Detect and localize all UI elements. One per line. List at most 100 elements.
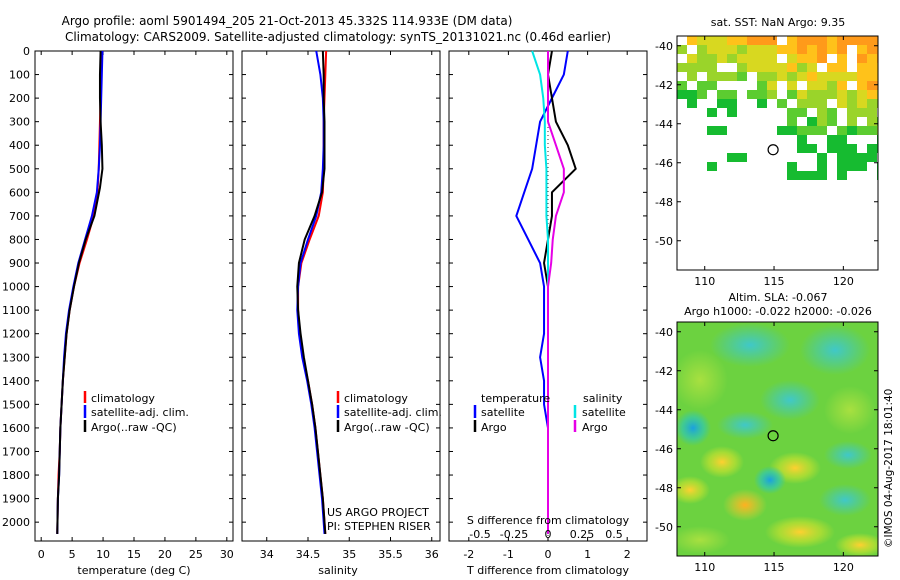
sst-cell [837, 171, 847, 180]
sla-blob [754, 466, 786, 494]
sst-cell [837, 72, 847, 81]
sst-cell [817, 45, 827, 54]
sst-cell [867, 117, 877, 126]
difference-series [515, 50, 577, 541]
sst-cell [707, 162, 717, 171]
sst-cell [737, 153, 747, 162]
temperature-xlabel: temperature (deg C) [77, 564, 190, 577]
sst-cell [717, 99, 727, 108]
salinity-legend: climatology satellite-adj. clim. Argo(..… [336, 391, 442, 434]
sst-cell [847, 144, 857, 153]
sst-cell [757, 54, 767, 63]
sst-cell [757, 36, 767, 45]
sla-blob [800, 325, 870, 375]
sst-cell [747, 45, 757, 54]
sst-cell [807, 117, 817, 126]
temperature-x-ticks: 0 5 10 15 20 25 30 [38, 51, 234, 561]
legend-label-climatology: climatology [91, 392, 155, 405]
sst-cell [857, 90, 867, 99]
salinity-plot-frame [241, 50, 441, 542]
legend-label-argo: Argo(..raw -QC) [344, 421, 430, 434]
sst-cell [717, 36, 727, 45]
credit-line1: US ARGO PROJECT [327, 506, 429, 519]
depth-axis-ticks: 0 100 200 300 400 500 600 700 800 900 1000 1100 1200… [2, 45, 647, 529]
sla-blob [710, 323, 790, 367]
x-tick-label: 34.5 [296, 548, 321, 561]
sst-cell [727, 36, 737, 45]
sst-cell [847, 117, 857, 126]
sst-cell [847, 153, 857, 162]
sst-cell [787, 36, 797, 45]
credit-line2: PI: STEPHEN RISER [327, 520, 431, 533]
sst-cells [677, 36, 878, 180]
sst-cell [827, 90, 837, 99]
sst-cell [687, 36, 697, 45]
sst-cell [707, 63, 717, 72]
sst-cell [697, 36, 707, 45]
sst-cell [707, 36, 717, 45]
sst-cell [817, 126, 827, 135]
legend-label-argo: Argo(..raw -QC) [91, 421, 177, 434]
sst-cell [767, 72, 777, 81]
depth-tick-label: 1700 [2, 445, 30, 458]
series-line-satellite-adj-clim- [296, 50, 326, 535]
sla-map-ticks: 110 115 120 -40 -42 -44 -46 -48 -50 [655, 322, 878, 574]
s-difference-label: S difference from climatology [467, 514, 630, 527]
map-y-tick-label: -46 [655, 157, 673, 170]
legend-heading-temperature: temperature [481, 392, 550, 405]
sst-cell [687, 99, 697, 108]
map-y-tick-label: -48 [655, 196, 673, 209]
sst-cell [767, 81, 777, 90]
sst-cell [757, 90, 767, 99]
sst-cell [697, 45, 707, 54]
sst-cell [787, 54, 797, 63]
map-x-tick-label: 120 [833, 275, 854, 288]
sla-blob [717, 411, 773, 439]
sst-cell [817, 162, 827, 171]
x-tick-label: -1 [503, 548, 514, 561]
salinity-panel: 34 34.5 35 35.5 36 salinity climatology sate… [241, 50, 442, 577]
sla-blob [824, 386, 876, 434]
sst-cell [757, 72, 767, 81]
sst-cell [747, 54, 757, 63]
series-line-temperature-satellite [515, 50, 569, 534]
sst-cell [867, 99, 877, 108]
sst-cell [847, 36, 857, 45]
sst-cell [837, 36, 847, 45]
sst-cell [817, 99, 827, 108]
sst-cell [837, 162, 847, 171]
x-tick-label: 25 [189, 548, 203, 561]
sst-cell [857, 99, 867, 108]
sst-cell [787, 171, 797, 180]
sst-cell [767, 36, 777, 45]
sst-cell [827, 81, 837, 90]
sst-cell [817, 36, 827, 45]
sla-map-frame [676, 321, 879, 557]
x-tick-label: 34 [260, 548, 274, 561]
sst-cell [857, 54, 867, 63]
x-tick-label: 0 [38, 548, 45, 561]
sst-cell [837, 153, 847, 162]
sst-cell [797, 36, 807, 45]
map-x-tick-label: 115 [764, 275, 785, 288]
x-tick-label: 36 [425, 548, 439, 561]
salinity-series [296, 50, 328, 535]
salinity-xlabel: salinity [318, 564, 358, 577]
sst-cell [737, 45, 747, 54]
map-y-tick-label: -42 [655, 79, 673, 92]
sst-cell [867, 153, 877, 162]
sst-cell [727, 90, 737, 99]
sst-cell [707, 81, 717, 90]
sst-cell [767, 63, 777, 72]
sst-cell [867, 36, 877, 45]
sst-cell [787, 90, 797, 99]
sst-cell [677, 45, 687, 54]
sst-cell [847, 90, 857, 99]
depth-tick-label: 1100 [2, 304, 30, 317]
sst-cell [867, 144, 877, 153]
temperature-legend: climatology satellite-adj. clim. Argo(..… [83, 391, 189, 434]
sst-cell [837, 81, 847, 90]
map-y-tick-label: -48 [655, 482, 673, 495]
sst-cell [807, 99, 817, 108]
sst-map-title: sat. SST: NaN Argo: 9.35 [711, 16, 845, 29]
